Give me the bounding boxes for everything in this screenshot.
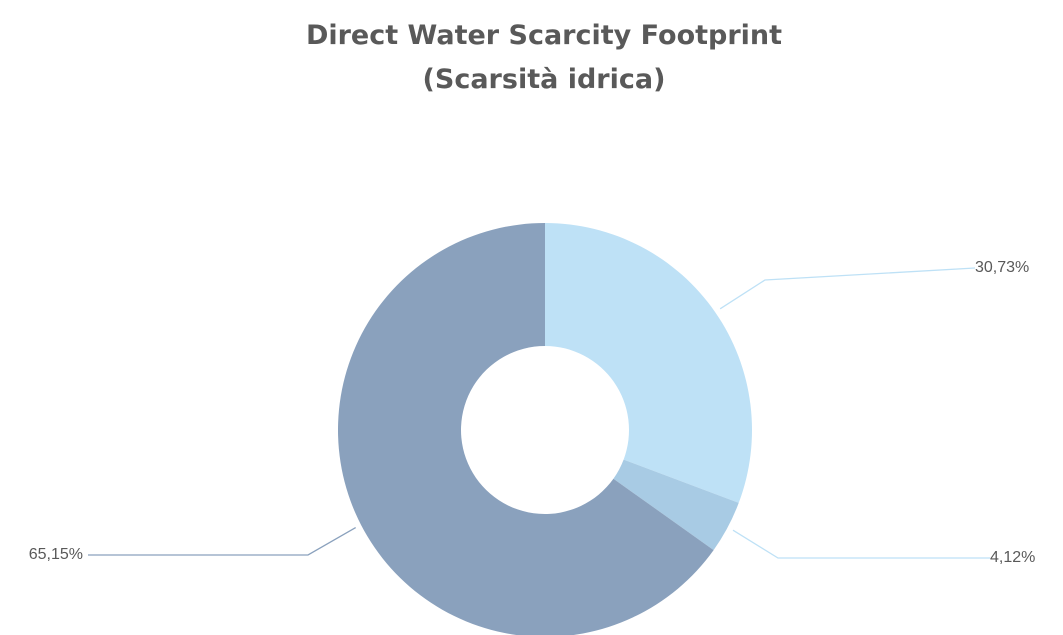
leader-line-1 bbox=[719, 267, 976, 310]
leader-lines-group bbox=[88, 267, 990, 559]
donut-slice-1 bbox=[545, 223, 752, 503]
data-label-3: 65,15% bbox=[29, 546, 83, 563]
leader-line-2 bbox=[732, 529, 990, 559]
data-label-2: 4,12% bbox=[990, 549, 1035, 566]
chart-subtitle: (Scarsità idrica) bbox=[422, 64, 666, 95]
chart-title-block: Direct Water Scarcity Footprint (Scarsit… bbox=[0, 14, 1063, 102]
slices-group bbox=[338, 223, 752, 635]
chart-title: Direct Water Scarcity Footprint bbox=[305, 20, 783, 51]
data-label-1: 30,73% bbox=[975, 259, 1029, 276]
data-labels-group: 30,73% 4,12% 65,15% bbox=[29, 259, 1036, 566]
donut-slice-2 bbox=[613, 459, 739, 551]
donut-slice-3 bbox=[338, 223, 714, 635]
leader-line-3 bbox=[88, 527, 356, 556]
